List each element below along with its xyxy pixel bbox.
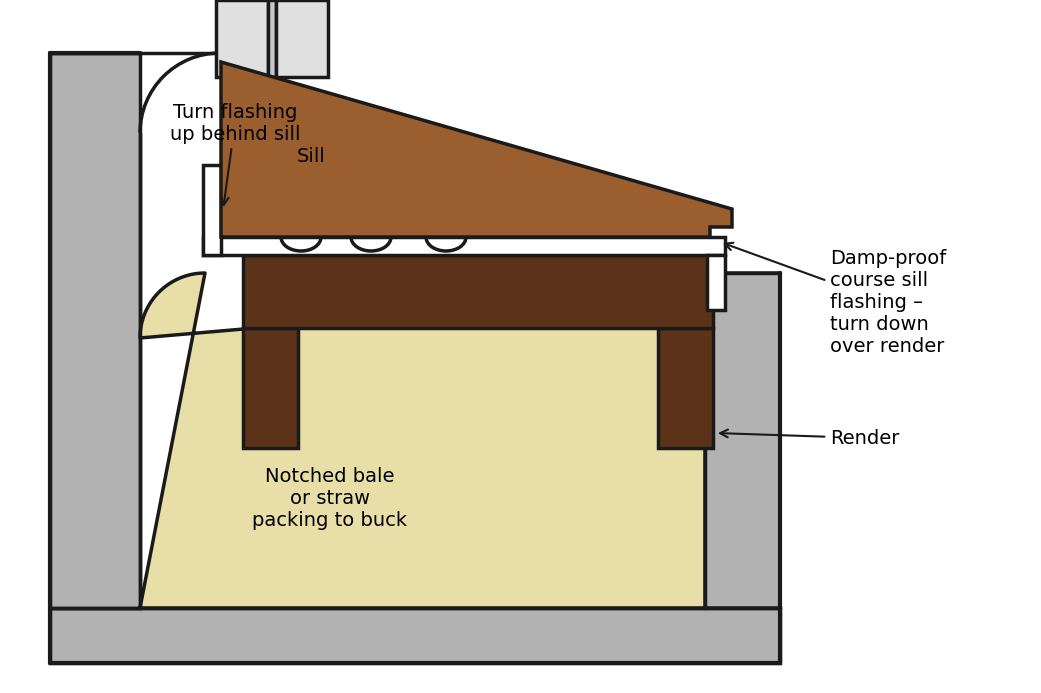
Polygon shape bbox=[243, 255, 713, 328]
Polygon shape bbox=[203, 165, 221, 255]
Text: Sill: Sill bbox=[297, 148, 326, 166]
Polygon shape bbox=[139, 273, 705, 608]
Polygon shape bbox=[243, 328, 298, 448]
Polygon shape bbox=[50, 608, 780, 663]
Polygon shape bbox=[658, 328, 713, 448]
Polygon shape bbox=[50, 53, 139, 608]
Polygon shape bbox=[203, 237, 725, 255]
Text: Render: Render bbox=[720, 428, 899, 448]
Polygon shape bbox=[215, 0, 268, 77]
Polygon shape bbox=[707, 255, 725, 310]
Polygon shape bbox=[705, 273, 780, 608]
Polygon shape bbox=[221, 62, 732, 237]
Text: Turn flashing
up behind sill: Turn flashing up behind sill bbox=[170, 103, 300, 205]
Polygon shape bbox=[276, 0, 328, 77]
Text: Notched bale
or straw
packing to buck: Notched bale or straw packing to buck bbox=[252, 466, 408, 529]
Text: Damp-proof
course sill
flashing –
turn down
over render: Damp-proof course sill flashing – turn d… bbox=[725, 243, 946, 356]
Polygon shape bbox=[268, 0, 276, 77]
